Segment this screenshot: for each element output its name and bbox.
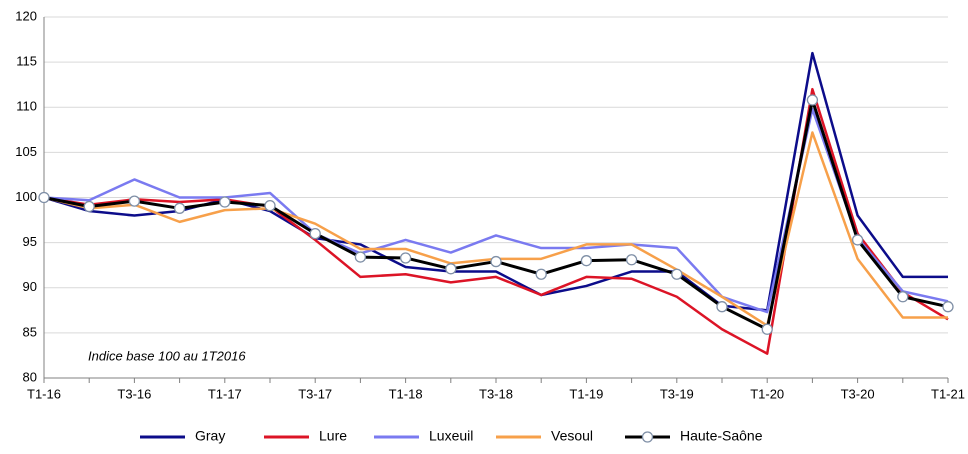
y-tick-label: 115: [16, 54, 37, 69]
y-tick-label: 80: [23, 369, 37, 384]
series-line: [43, 131, 948, 327]
series-marker: [399, 252, 412, 264]
series-marker: [806, 94, 819, 106]
x-tick-label: T1-20: [750, 386, 784, 401]
series-marker: [671, 268, 683, 280]
legend-label: Haute-Saône: [680, 428, 763, 444]
legend-label: Lure: [319, 428, 347, 444]
series-marker: [354, 251, 367, 263]
series-marker: [897, 291, 909, 303]
series-marker: [942, 301, 954, 313]
x-tick-label: T1-21: [931, 386, 965, 401]
series-marker: [716, 301, 728, 313]
series-marker: [490, 255, 502, 268]
series-marker: [173, 202, 186, 214]
series-marker: [580, 255, 593, 267]
series-marker: [219, 196, 231, 208]
x-tick-label: T1-18: [389, 386, 423, 401]
y-tick-label: 105: [15, 144, 37, 159]
legend-label: Vesoul: [551, 428, 593, 444]
series-marker: [535, 268, 547, 280]
x-tick-label: T1-17: [208, 386, 242, 401]
y-tick-label: 120: [15, 8, 37, 23]
series-marker: [761, 323, 773, 335]
series-marker: [851, 234, 864, 246]
y-tick-label: 85: [23, 324, 37, 339]
x-tick-label: T3-19: [660, 386, 694, 401]
y-tick-label: 100: [15, 189, 37, 204]
y-tick-label: 110: [16, 99, 37, 114]
series-marker: [445, 263, 457, 275]
legend-label: Gray: [195, 428, 225, 444]
series-marker: [83, 200, 95, 213]
x-tick-label: T3-20: [841, 386, 875, 401]
series-marker: [309, 227, 321, 240]
x-tick-label: T3-18: [479, 386, 513, 401]
x-tick-label: T1-19: [569, 386, 603, 401]
legend-label: Luxeuil: [429, 428, 473, 444]
y-tick-label: 95: [23, 234, 37, 249]
x-tick-label: T3-17: [298, 386, 332, 401]
annotation: Indice base 100 au 1T2016: [88, 348, 246, 363]
x-tick-label: T1-16: [27, 386, 61, 401]
y-tick-label: 90: [23, 279, 37, 294]
series-marker: [625, 254, 638, 266]
x-tick-label: T3-16: [117, 386, 151, 401]
series-marker: [38, 191, 50, 204]
series-marker: [264, 199, 276, 212]
series-marker: [128, 195, 141, 207]
legend-marker: [641, 431, 654, 443]
